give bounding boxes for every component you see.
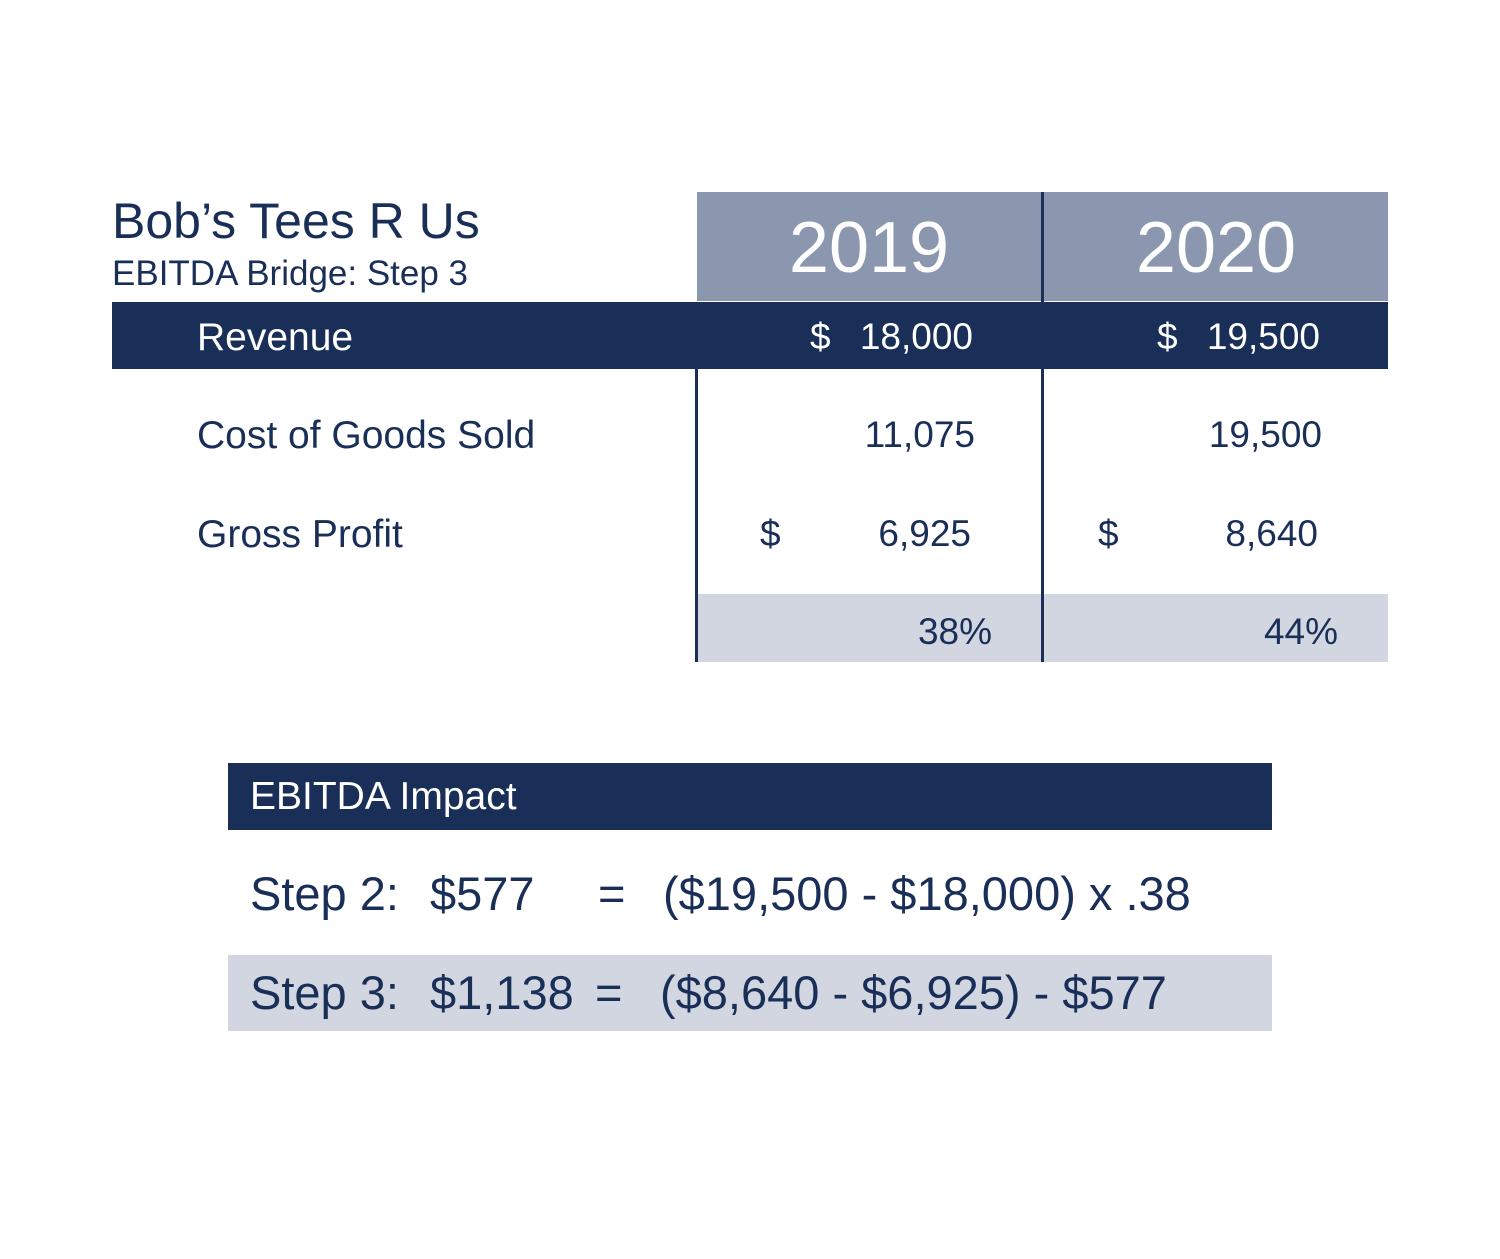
gp-2020-currency: $ <box>1098 513 1119 554</box>
column-divider <box>695 369 698 662</box>
step3-row <box>228 955 1272 1031</box>
gp-2019-currency: $ <box>760 513 781 554</box>
step2-label: Step 2: <box>250 867 399 920</box>
revenue-2020: 19,500 <box>1206 316 1320 357</box>
year-header-2020: 2020 <box>1044 192 1388 301</box>
step3-formula: ($8,640 - $6,925) - $577 <box>660 966 1167 1019</box>
revenue-row <box>112 302 1388 369</box>
revenue-2019-currency: $ <box>810 316 831 357</box>
column-divider <box>1041 192 1044 662</box>
year-2019: 2019 <box>788 208 950 288</box>
ebitda-impact-title: EBITDA Impact <box>250 775 517 818</box>
step2-equals: = <box>598 867 626 920</box>
step3-equals: = <box>595 966 623 1019</box>
revenue-2020-currency: $ <box>1157 316 1178 357</box>
year-2020: 2020 <box>1135 208 1297 288</box>
margin-2019: 38% <box>917 611 992 652</box>
step2-value: $577 <box>430 867 535 920</box>
company-title: Bob’s Tees R Us <box>112 193 480 249</box>
step2-formula: ($19,500 - $18,000) x .38 <box>663 867 1191 920</box>
cogs-label: Cost of Goods Sold <box>197 414 536 457</box>
subtitle: EBITDA Bridge: Step 3 <box>112 254 469 293</box>
year-header-2019: 2019 <box>697 192 1041 301</box>
gross-profit-label: Gross Profit <box>197 513 403 556</box>
gp-2019: 6,925 <box>878 513 971 554</box>
step3-value: $1,138 <box>430 966 574 1019</box>
cogs-2019: 11,075 <box>864 414 975 455</box>
ebitda-impact-header: EBITDA Impact <box>228 763 1272 830</box>
step3-label: Step 3: <box>250 966 399 1019</box>
revenue-label: Revenue <box>197 316 354 359</box>
gp-2020: 8,640 <box>1225 513 1318 554</box>
revenue-2019: 18,000 <box>859 316 973 357</box>
cogs-2020: 19,500 <box>1208 414 1322 455</box>
margin-2020: 44% <box>1263 611 1338 652</box>
